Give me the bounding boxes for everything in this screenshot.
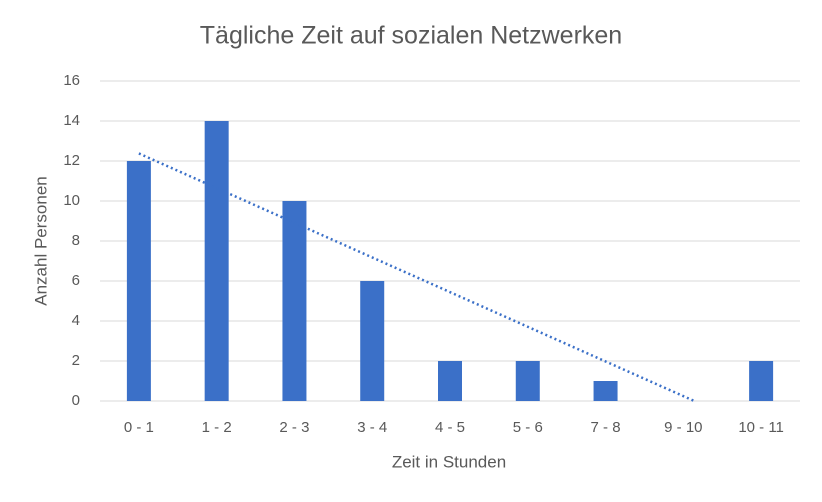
y-tick-label: 2 [72,352,80,369]
bar [360,281,385,401]
bar [515,361,540,401]
x-tick-label: 5 - 6 [513,419,543,436]
y-tick-label: 10 [63,192,80,209]
bar [126,161,151,401]
x-tick-label: 7 - 8 [591,419,621,436]
bar [204,121,229,401]
x-tick-label: 4 - 5 [435,419,465,436]
bar [438,361,462,401]
y-tick-label: 6 [72,272,80,289]
x-tick-label: 1 - 2 [202,419,232,436]
x-axis-label: Zeit in Stunden [392,452,506,471]
x-tick-label: 2 - 3 [279,419,309,436]
x-tick-label: 3 - 4 [357,419,387,436]
bar [593,381,618,401]
trendline [138,152,695,403]
y-tick-label: 12 [63,152,80,169]
chart-title: Tägliche Zeit auf sozialen Netzwerken [200,22,622,50]
y-tick-label: 14 [63,112,80,129]
y-tick-label: 8 [72,232,80,249]
bar [749,361,774,401]
y-tick-label: 16 [63,72,80,89]
x-tick-label: 9 - 10 [664,419,702,436]
bar [282,201,307,401]
y-tick-label: 0 [72,392,80,409]
y-tick-label: 4 [72,312,80,329]
y-axis-label: Anzahl Personen [31,176,50,305]
x-tick-label: 0 - 1 [124,419,154,436]
x-tick-label: 10 - 11 [738,419,784,436]
